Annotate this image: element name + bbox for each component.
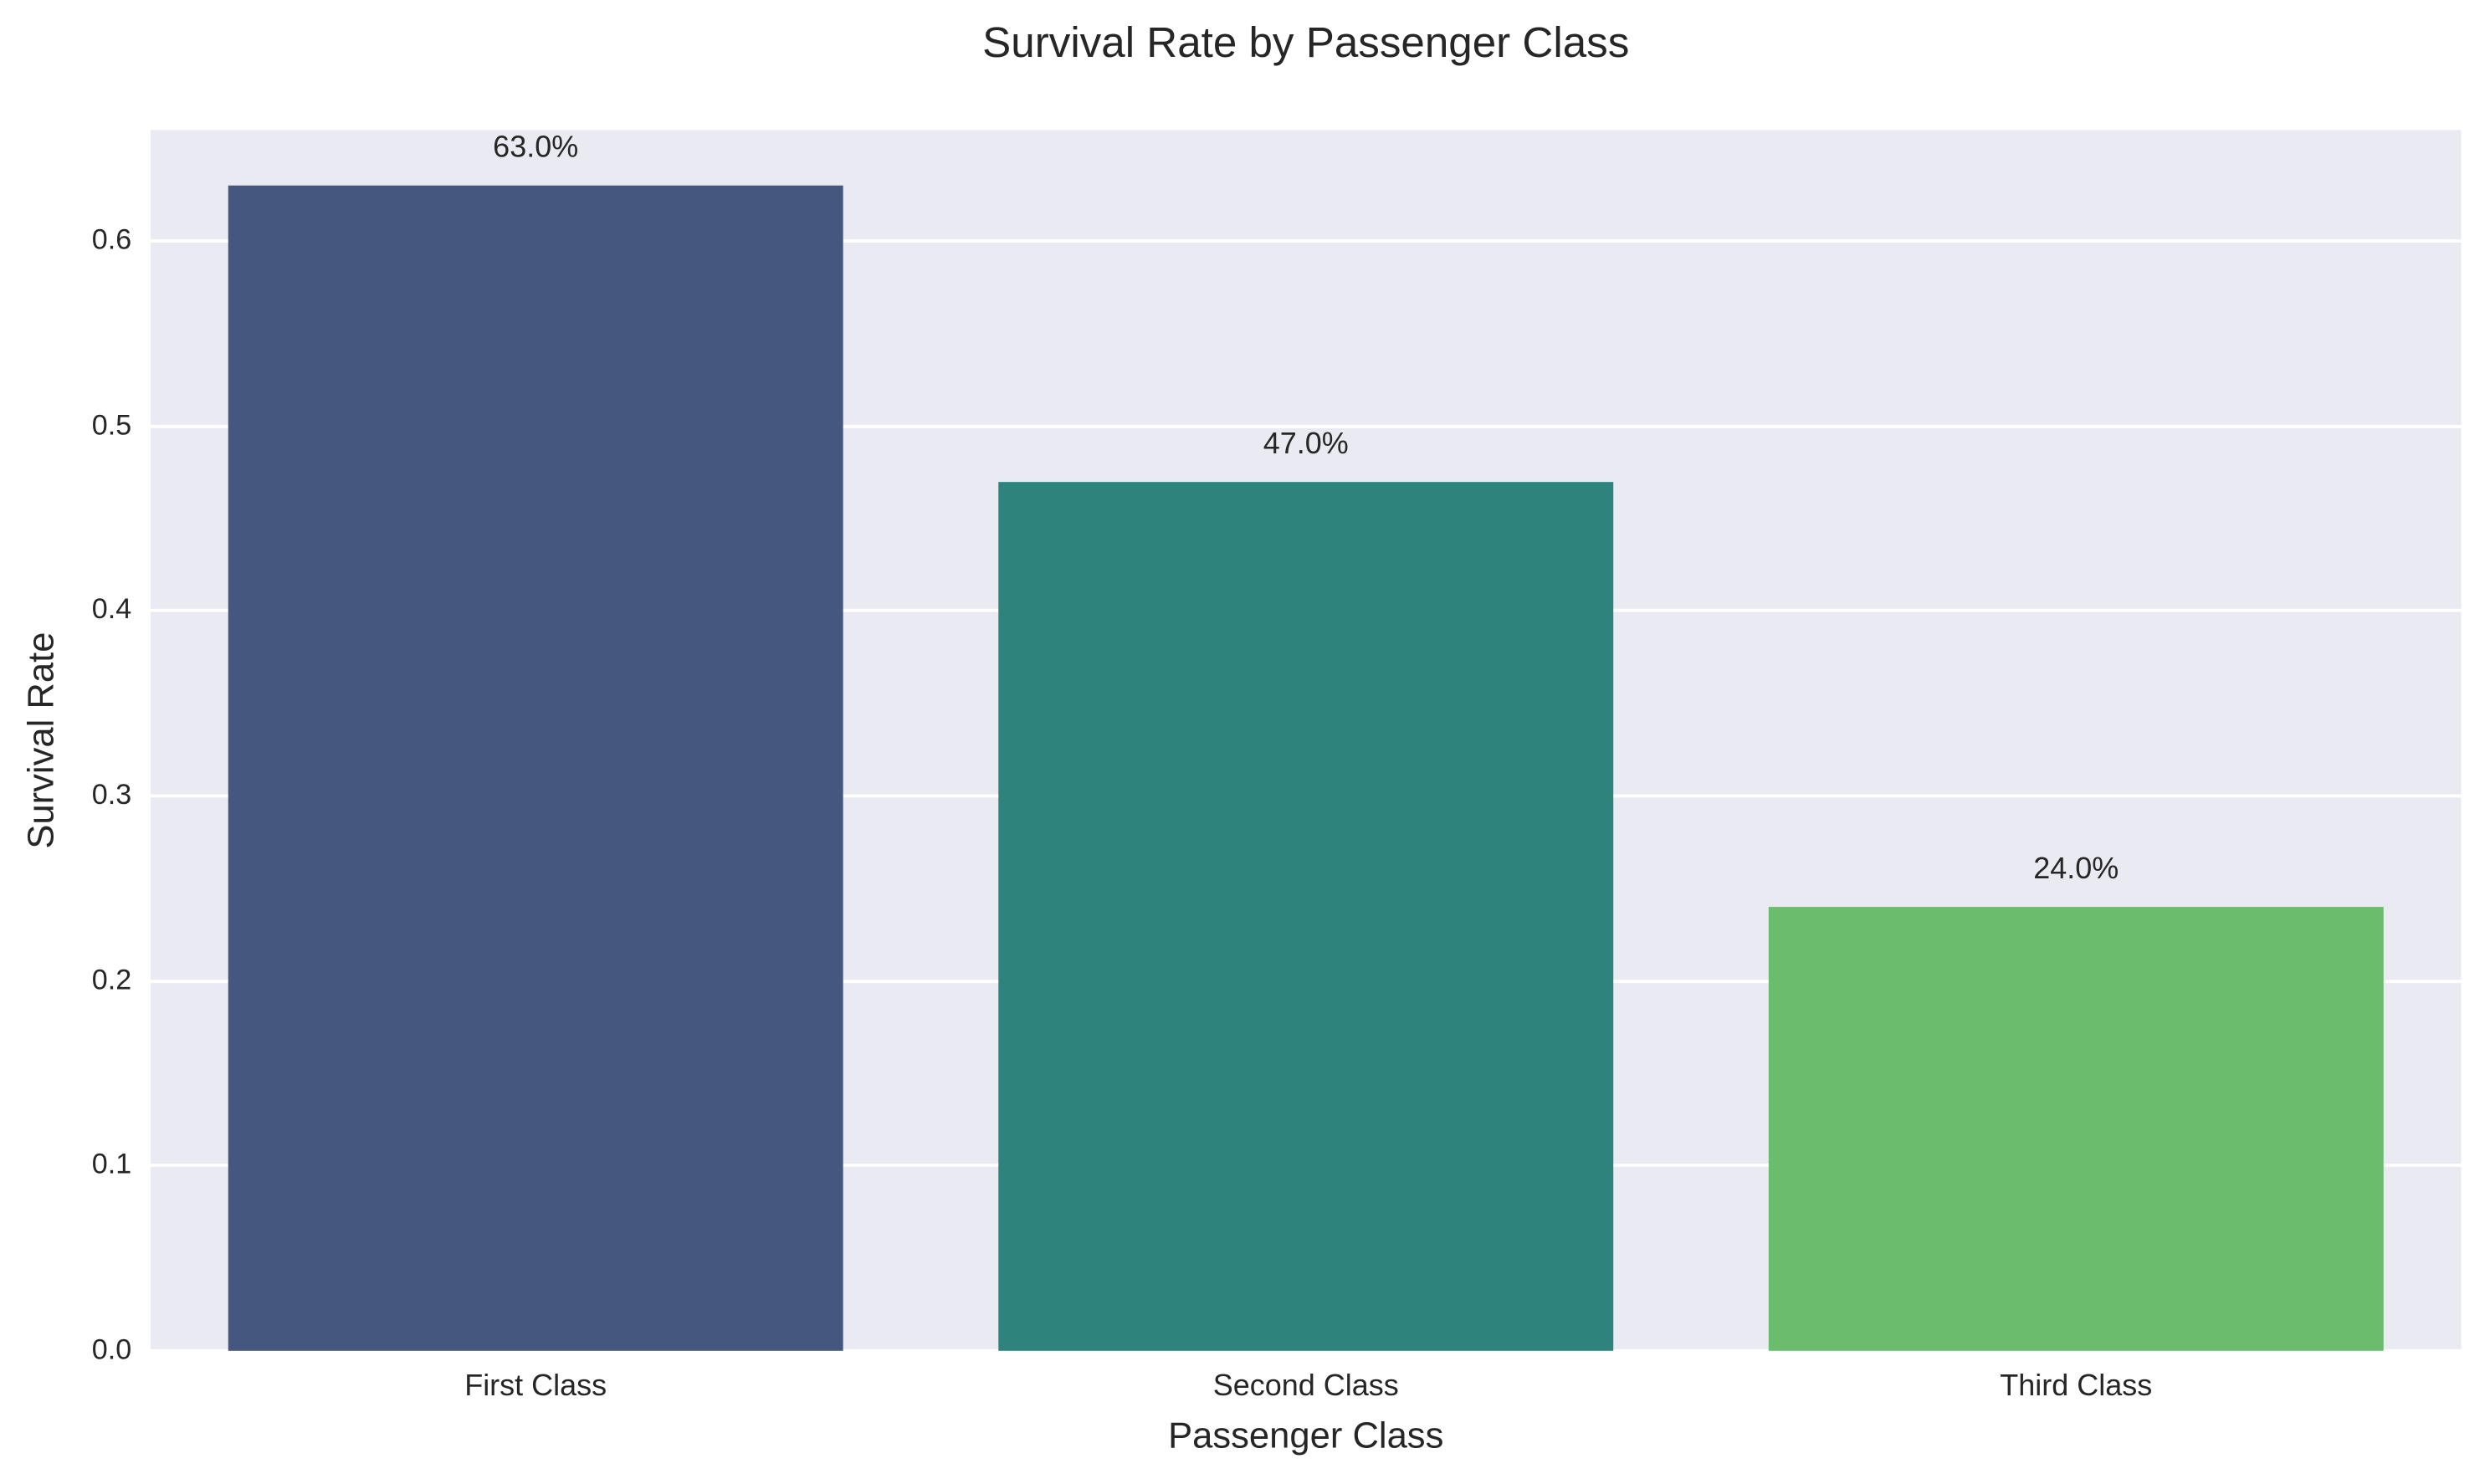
bar-value-label: 24.0% [2033, 852, 2119, 887]
bar-third-class [1768, 907, 2385, 1351]
x-axis-label: Passenger Class [1168, 1414, 1444, 1456]
y-tick-label: 0.2 [91, 963, 132, 995]
y-tick-label: 0.0 [91, 1333, 132, 1365]
y-axis-label: Survival Rate [19, 632, 61, 849]
x-tick-label: First Class [464, 1369, 607, 1404]
bar-second-class [997, 481, 1614, 1351]
plot-area: 63.0% 47.0% 24.0% [150, 130, 2462, 1353]
bar-value-label: 47.0% [1263, 427, 1349, 461]
y-tick-label: 0.6 [91, 223, 132, 256]
x-tick-label: Second Class [1212, 1369, 1399, 1404]
gridline [150, 239, 2462, 243]
y-tick-label: 0.3 [91, 778, 132, 811]
y-tick-label: 0.5 [91, 408, 132, 441]
chart-title: Survival Rate by Passenger Class [982, 18, 1630, 67]
gridline [150, 424, 2462, 428]
y-tick-label: 0.1 [91, 1148, 132, 1180]
bar-first-class [227, 185, 844, 1351]
y-tick-label: 0.4 [91, 593, 132, 626]
bar-value-label: 63.0% [493, 131, 579, 166]
x-tick-label: Third Class [2000, 1369, 2153, 1404]
